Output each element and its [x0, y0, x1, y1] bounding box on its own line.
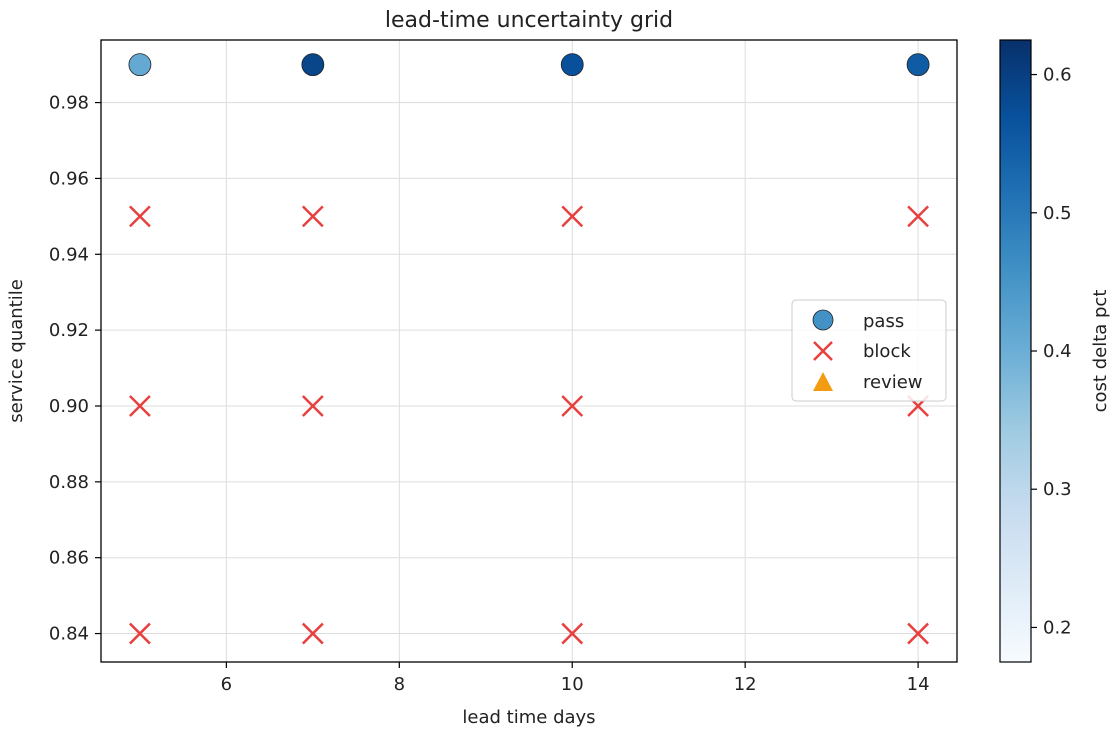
colorbar-tick-label: 0.6 [1043, 65, 1072, 86]
block-point [301, 395, 324, 417]
pass-point [128, 53, 152, 77]
pass-point [560, 53, 584, 77]
y-tick-label: 0.86 [49, 548, 89, 569]
y-tick-label: 0.90 [49, 396, 89, 417]
y-axis-label: service quantile [6, 279, 27, 423]
x-tick-label: 12 [734, 674, 757, 695]
x-tick-label: 10 [561, 674, 584, 695]
block-point [907, 205, 929, 228]
colorbar-label: cost delta pct [1090, 290, 1111, 413]
pass-point [301, 53, 325, 77]
colorbar-tick-label: 0.4 [1043, 341, 1072, 362]
plot-frame [100, 39, 958, 663]
y-tick-label: 0.92 [49, 320, 89, 341]
legend-review-label: review [863, 372, 923, 393]
colorbar-tick-label: 0.2 [1043, 617, 1072, 638]
colorbar-ticks: 0.2 0.3 0.4 0.5 0.6 [1031, 65, 1072, 638]
y-tick-label: 0.94 [49, 244, 89, 265]
colorbar-tick-label: 0.3 [1043, 479, 1072, 500]
x-tick-label: 14 [907, 674, 930, 695]
legend-block-marker [813, 341, 833, 361]
x-tick-label: 8 [394, 674, 405, 695]
block-point [129, 205, 151, 228]
block-point [561, 395, 584, 417]
block-point [301, 205, 324, 228]
legend-pass-label: pass [863, 311, 904, 332]
y-axis-ticks: 0.84 0.86 0.88 0.90 0.92 0.94 0.96 0.98 [49, 93, 101, 645]
legend-review-marker [813, 372, 833, 391]
block-point [561, 205, 584, 228]
y-tick-label: 0.84 [49, 624, 89, 645]
block-point [129, 622, 151, 645]
colorbar: 0.2 0.3 0.4 0.5 0.6 cost delta pct [999, 39, 1111, 663]
y-tick-label: 0.96 [49, 168, 89, 189]
x-tick-label: 6 [221, 674, 232, 695]
pass-point [906, 53, 930, 77]
colorbar-tick-label: 0.5 [1043, 203, 1072, 224]
y-tick-label: 0.98 [49, 93, 89, 114]
x-axis-ticks: 6 8 10 12 14 [221, 662, 930, 695]
block-point [129, 395, 151, 417]
y-tick-label: 0.88 [49, 472, 89, 493]
chart-title: lead-time uncertainty grid [385, 8, 673, 33]
legend-pass-marker [812, 309, 834, 331]
colorbar-gradient [999, 39, 1032, 663]
data-points [128, 53, 930, 645]
legend: pass block review [791, 299, 947, 402]
legend-block-label: block [863, 341, 911, 362]
block-point [301, 622, 324, 645]
x-axis-label: lead time days [462, 707, 595, 728]
block-point [907, 622, 929, 645]
block-point [561, 622, 584, 645]
